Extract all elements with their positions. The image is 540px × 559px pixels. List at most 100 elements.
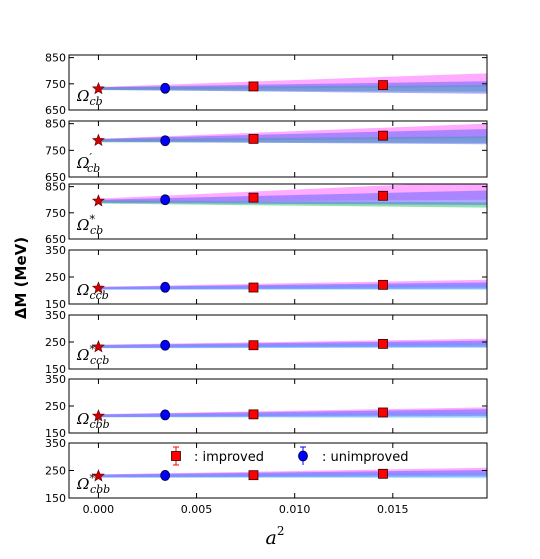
panel-plot-area xyxy=(98,338,487,351)
improved-point xyxy=(378,407,388,418)
y-tick-label: 650 xyxy=(45,104,66,117)
y-tick-label: 350 xyxy=(45,373,66,386)
y-tick-label: 650 xyxy=(45,171,66,184)
panel-7: 150 250 350 Ω* cbb xyxy=(45,437,488,505)
panel-label-sub: ccb xyxy=(90,354,109,367)
panel-plot-area xyxy=(98,73,487,94)
fit-band-blue xyxy=(98,190,487,205)
continuum-star xyxy=(91,133,105,146)
y-tick-label: 850 xyxy=(45,118,66,131)
fit-band-blue xyxy=(98,81,487,94)
panel-label-mark: ′ xyxy=(89,151,92,164)
panel-label: Ωcb xyxy=(76,87,103,108)
panel-label: Ω* ccb xyxy=(76,343,109,367)
improved-point xyxy=(378,279,388,290)
improved-point xyxy=(378,130,388,141)
fit-band-blue xyxy=(98,282,487,290)
legend-improved-marker xyxy=(171,451,181,461)
continuum-star xyxy=(91,469,105,482)
panel-label-base: Ω xyxy=(76,154,89,172)
panel-label: Ωcbb xyxy=(76,410,110,431)
panel-label-base: Ω xyxy=(76,216,89,234)
improved-point xyxy=(378,190,388,201)
panel-4: 150 250 350 Ωccb xyxy=(45,244,488,311)
legend-unimproved-label: : unimproved xyxy=(322,450,408,465)
fit-band-blue xyxy=(98,469,487,478)
panel-frame xyxy=(68,183,488,240)
y-tick-label: 750 xyxy=(45,78,66,91)
unimproved-point xyxy=(160,135,171,147)
continuum-star xyxy=(91,409,105,422)
panel-label: Ω* cbb xyxy=(76,472,110,496)
y-tick-label: 850 xyxy=(45,181,66,194)
panel-frame xyxy=(68,54,488,111)
unimproved-point xyxy=(160,470,171,481)
legend-unimproved-marker xyxy=(298,450,308,462)
y-tick-label: 250 xyxy=(45,400,66,413)
panel-plot-area xyxy=(98,407,487,421)
panel-frame xyxy=(68,249,488,305)
panel-label-sub: cbb xyxy=(89,418,109,431)
improved-point xyxy=(378,468,388,479)
y-axis-label: ΔM (MeV) xyxy=(12,237,30,319)
unimproved-point xyxy=(160,339,171,351)
y-tick-label: 350 xyxy=(45,437,66,450)
panel-label: Ω* cb xyxy=(76,213,103,237)
continuum-star xyxy=(91,340,105,353)
unimproved-point xyxy=(160,409,171,421)
y-tick-label: 250 xyxy=(45,271,66,284)
panel-label-mark: * xyxy=(89,472,95,485)
panel-label-sub: cb xyxy=(90,224,103,237)
y-tick-label: 650 xyxy=(45,233,66,246)
panel-label: Ω′ cb xyxy=(76,151,100,175)
continuum-star xyxy=(91,281,105,294)
fit-band-blue xyxy=(98,129,487,145)
unimproved-point xyxy=(160,194,171,206)
panel-5: 150 250 350 Ω* ccb xyxy=(45,309,488,376)
y-tick-label: 250 xyxy=(45,465,66,478)
panel-label-base: Ω xyxy=(76,281,89,299)
panel-label-mark: * xyxy=(89,213,95,226)
panel-label-base: Ω xyxy=(76,475,89,493)
panel-frame xyxy=(68,378,488,434)
y-tick-label: 350 xyxy=(45,309,66,322)
panel-label-base: Ω xyxy=(76,346,89,364)
panel-plot-area xyxy=(98,123,487,147)
improved-point xyxy=(248,282,259,293)
x-tick-label: 0.005 xyxy=(181,503,213,516)
panel-label: Ωccb xyxy=(76,281,109,302)
y-tick-label: 850 xyxy=(45,52,66,65)
x-tick-label: 0.000 xyxy=(83,503,115,516)
y-tick-label: 750 xyxy=(45,207,66,220)
continuum-star xyxy=(91,194,105,207)
improved-point xyxy=(378,338,388,349)
y-tick-label: 150 xyxy=(45,298,66,311)
continuum-star xyxy=(91,81,105,95)
improved-point xyxy=(248,470,259,481)
improved-point xyxy=(248,133,259,144)
panel-6: 150 250 350 Ωcbb xyxy=(45,373,488,440)
fit-band-blue xyxy=(98,409,487,418)
legend-improved-label: : improved xyxy=(194,450,264,465)
improved-point xyxy=(378,80,388,91)
panel-2: 650 750 850 Ω′ cb xyxy=(45,118,488,184)
improved-point xyxy=(248,340,259,351)
x-axis-label-exponent: 2 xyxy=(277,524,285,538)
x-tick-label: 0.015 xyxy=(377,503,409,516)
y-tick-label: 150 xyxy=(45,427,66,440)
panel-1: 650 750 850 Ωcb xyxy=(45,52,488,117)
panel-label-mark: * xyxy=(89,343,95,356)
panel-label-sub: cbb xyxy=(90,483,110,496)
panel-label-sub: cb xyxy=(89,95,102,108)
panel-label-sub: ccb xyxy=(89,289,108,302)
y-tick-label: 350 xyxy=(45,244,66,257)
y-tick-label: 750 xyxy=(45,144,66,157)
panel-3: 650 750 850 Ω* cb xyxy=(45,181,488,246)
fit-band-blue xyxy=(98,340,487,348)
panel-label-sub: cb xyxy=(87,162,100,175)
panel-plot-area xyxy=(98,184,487,208)
panel-label-base: Ω xyxy=(76,410,89,428)
y-tick-label: 150 xyxy=(45,363,66,376)
